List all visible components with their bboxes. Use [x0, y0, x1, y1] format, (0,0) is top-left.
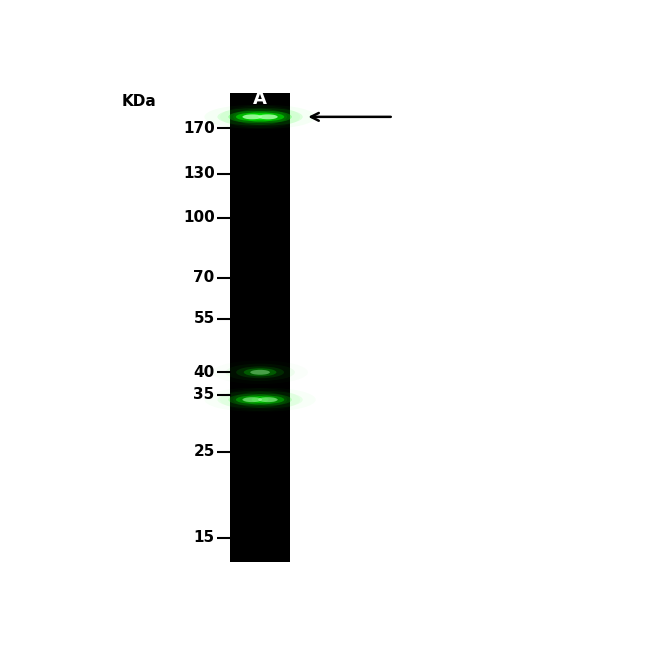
Ellipse shape: [244, 368, 276, 376]
Ellipse shape: [258, 115, 278, 119]
Text: 130: 130: [183, 166, 214, 181]
Ellipse shape: [228, 394, 276, 406]
Ellipse shape: [250, 370, 270, 375]
Ellipse shape: [233, 391, 303, 408]
Ellipse shape: [242, 397, 262, 402]
Text: 15: 15: [194, 530, 214, 545]
Ellipse shape: [218, 391, 287, 408]
Ellipse shape: [236, 366, 284, 378]
Ellipse shape: [252, 113, 284, 121]
Ellipse shape: [236, 396, 268, 404]
Text: 35: 35: [194, 388, 214, 402]
Ellipse shape: [218, 108, 287, 126]
Text: 70: 70: [194, 270, 214, 285]
Ellipse shape: [236, 113, 268, 121]
Text: 100: 100: [183, 211, 214, 226]
Text: 40: 40: [194, 365, 214, 380]
Ellipse shape: [242, 115, 262, 119]
Bar: [230, 93, 291, 562]
Ellipse shape: [258, 397, 278, 402]
Text: KDa: KDa: [122, 94, 156, 109]
Text: 170: 170: [183, 121, 214, 136]
Text: 25: 25: [193, 444, 214, 459]
Ellipse shape: [244, 111, 292, 122]
Ellipse shape: [228, 111, 276, 122]
Text: A: A: [253, 90, 267, 108]
Ellipse shape: [226, 364, 295, 381]
Ellipse shape: [233, 108, 303, 126]
Text: 55: 55: [194, 311, 214, 326]
Ellipse shape: [252, 396, 284, 404]
Ellipse shape: [244, 394, 292, 406]
